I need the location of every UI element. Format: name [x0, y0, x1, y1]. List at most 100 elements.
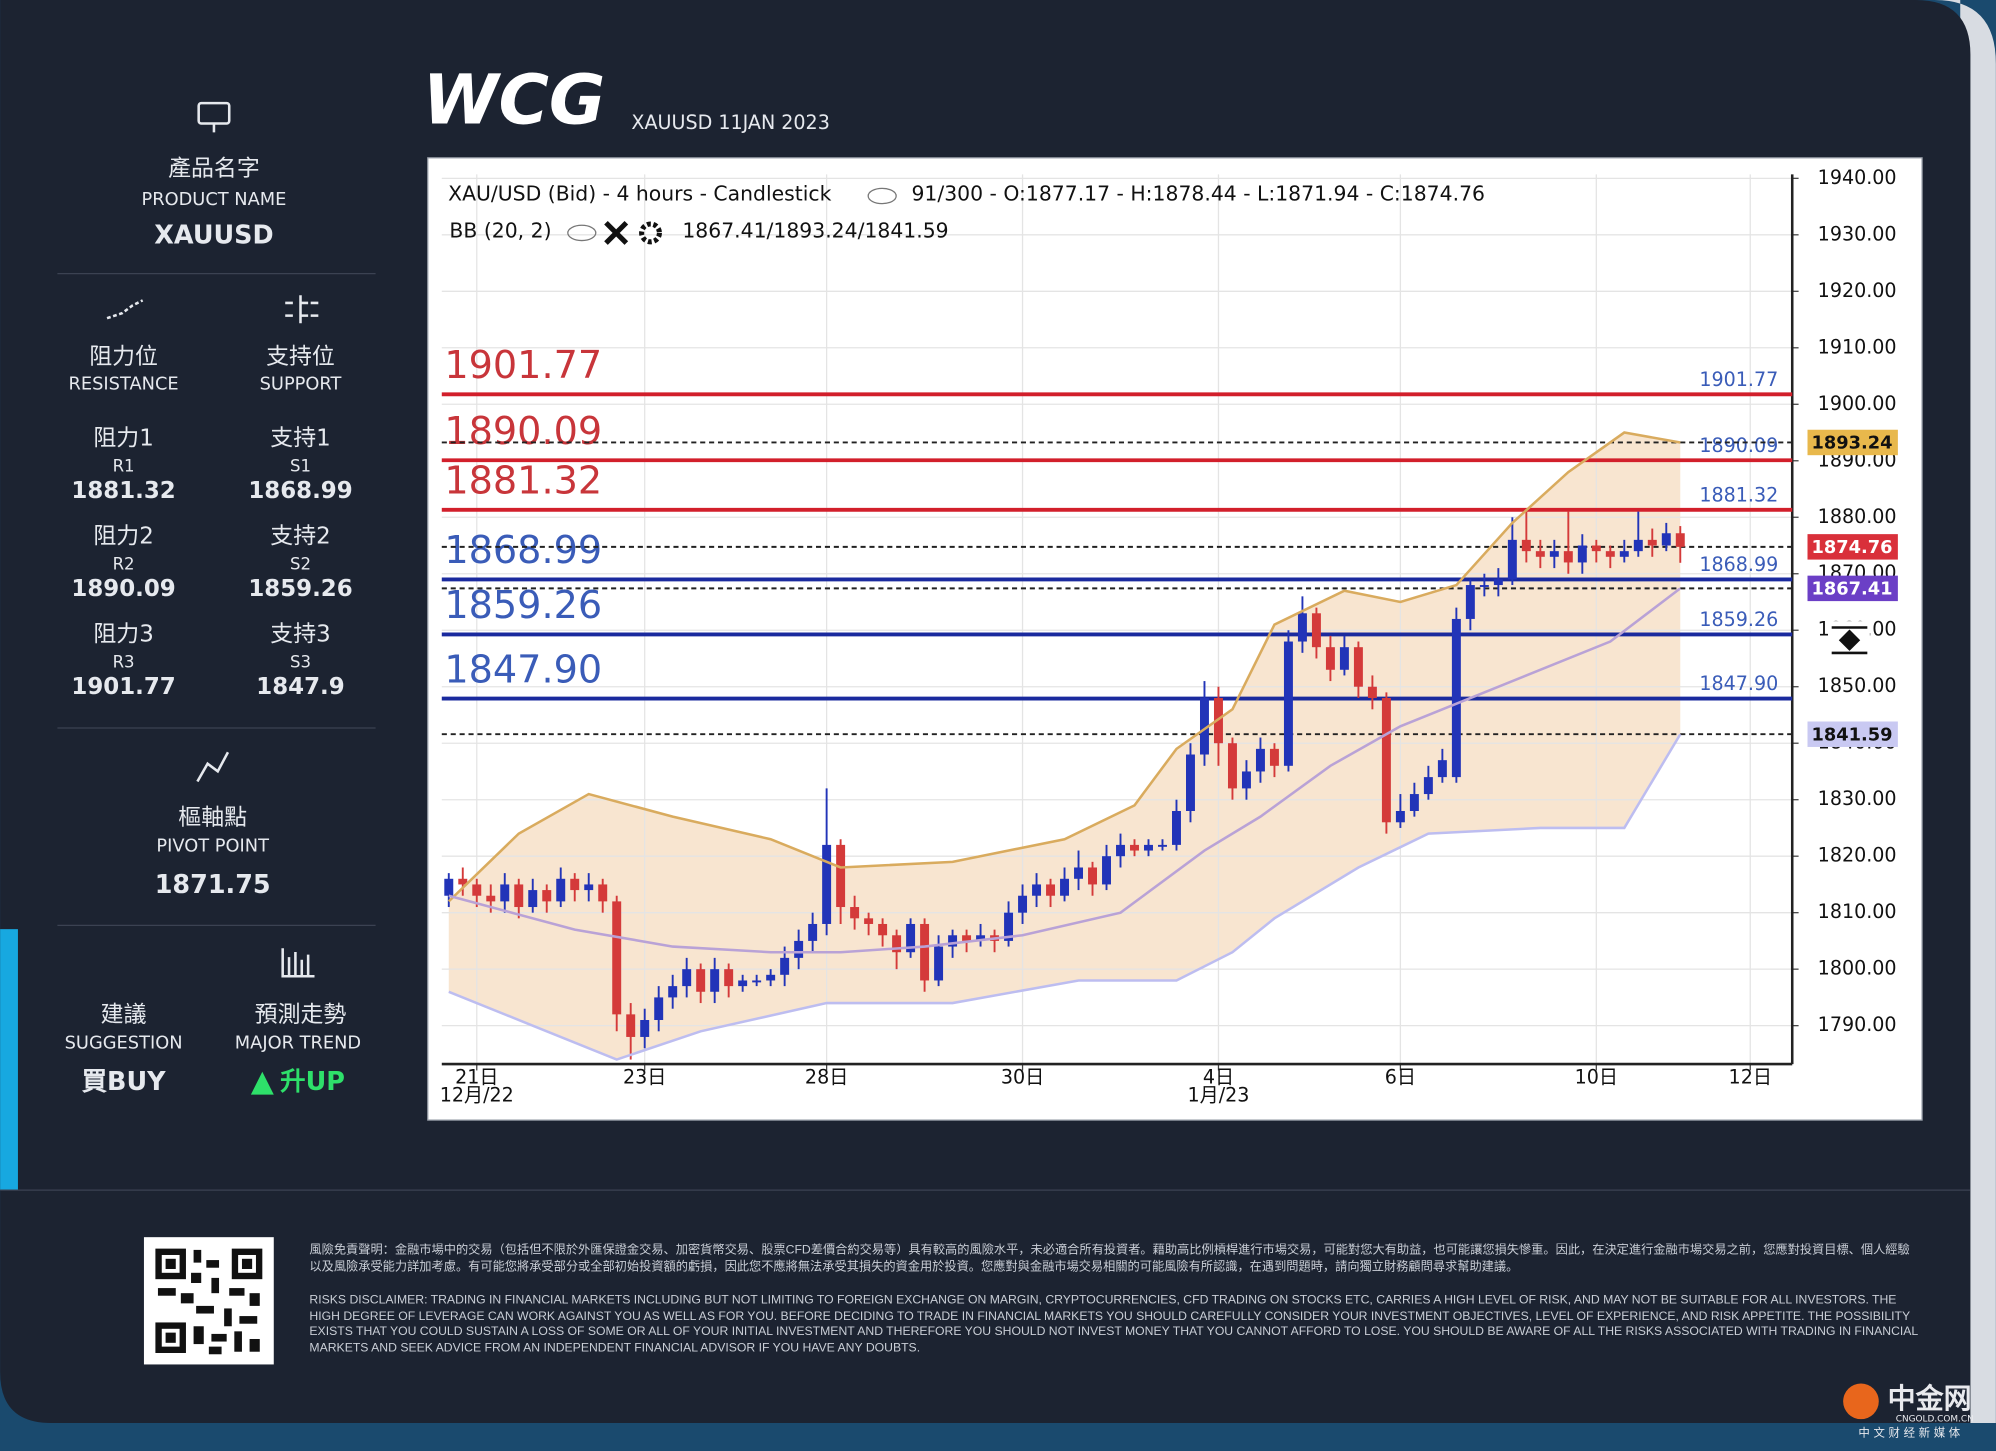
candle-body [1493, 579, 1503, 586]
candle-body [1465, 585, 1475, 619]
candle-body [458, 878, 468, 885]
candle-body [906, 923, 916, 953]
candle-body [1004, 912, 1014, 941]
label: MAJOR TREND [235, 1033, 361, 1054]
candle-body [766, 974, 776, 981]
band-line [447, 431, 1681, 903]
x-tick-label: 6日 [1385, 1066, 1416, 1089]
up-arrow [250, 1071, 274, 1095]
level-code: S2 [290, 555, 311, 574]
candle-body [724, 969, 734, 987]
candle-body [934, 946, 944, 981]
candle-body [1144, 844, 1153, 851]
level-label-small: 1868.99 [1699, 553, 1778, 576]
candle-body [1577, 545, 1587, 563]
candle-body [1521, 539, 1531, 552]
chart-info: BB (20, 2) [449, 219, 551, 243]
candle-body [1088, 867, 1097, 885]
y-tick-label: 1810.00 [1818, 900, 1897, 923]
candle-body [1241, 771, 1251, 789]
accent-strip [0, 929, 18, 1191]
price-badge-label: 1893.24 [1812, 433, 1893, 454]
label: 預測走勢 [255, 1002, 347, 1028]
level-label: 阻力2 [93, 524, 153, 550]
candle-body [1199, 698, 1209, 755]
candle-body [1325, 647, 1335, 670]
axis-icon [1831, 626, 1868, 655]
level-label-small: 1901.77 [1699, 368, 1778, 391]
x-tick-label: 12日 [1729, 1066, 1772, 1089]
x-tick-label: 21日 [455, 1066, 498, 1089]
candle-body [1283, 641, 1293, 766]
level-label: 1847.90 [444, 648, 602, 692]
label: 樞軸點 [178, 805, 247, 831]
level-label: 支持3 [270, 622, 330, 648]
candle-body [500, 884, 510, 902]
label: 支持位 [266, 344, 335, 370]
candle-body [444, 878, 454, 896]
candle-body [1297, 613, 1307, 642]
candle-body [556, 878, 566, 902]
label: RESISTANCE [69, 373, 179, 394]
price-badge [1807, 429, 1898, 456]
candle-body [1185, 754, 1195, 811]
candle-body [1423, 777, 1433, 795]
candle-body [752, 980, 762, 983]
candle-body [1172, 810, 1181, 845]
candle-body [780, 957, 790, 975]
label: PRODUCT NAME [142, 189, 287, 210]
candle-body [1409, 794, 1419, 811]
candle-body [528, 890, 538, 908]
candle-body [976, 935, 986, 941]
candle-body [1605, 551, 1615, 557]
candle-body [836, 844, 846, 908]
candle-body [1479, 585, 1489, 587]
candle-body [1507, 539, 1517, 580]
level-label-small: 1890.09 [1699, 434, 1778, 457]
chart: 1790.001800.001810.001820.001830.001840.… [440, 166, 1898, 1106]
qr-code [155, 1248, 263, 1355]
candle-body [710, 969, 720, 992]
x-tick-sublabel: 1月/23 [1188, 1083, 1250, 1106]
support-icon [285, 295, 319, 324]
candle-body [1158, 844, 1167, 847]
level-code: R1 [113, 457, 135, 476]
logo: WCG [423, 60, 606, 140]
x-tick-label: 23日 [623, 1066, 666, 1089]
level-label: 1868.99 [444, 529, 602, 573]
candle-body [1633, 539, 1643, 552]
level-label: 支持2 [270, 524, 330, 550]
y-tick-label: 1910.00 [1818, 335, 1897, 358]
level-code: S3 [290, 653, 311, 672]
label: PIVOT POINT [156, 835, 269, 856]
y-tick-label: 1930.00 [1818, 222, 1897, 245]
level-label: 支持1 [270, 426, 330, 452]
candle-body [654, 997, 664, 1021]
y-tick-label: 1900.00 [1818, 392, 1897, 415]
level-list: 阻力1 R1 1881.32 阻力2 R2 1890.09 阻力3 R3 1901.77 支持1 S… [71, 426, 352, 700]
candle-body [962, 935, 972, 941]
subtitle: XAUUSD 11JAN 2023 [631, 111, 829, 134]
band-line [448, 733, 1682, 1061]
candle-body [878, 923, 888, 936]
watermark-url: CNGOLD.COM.CN [1896, 1415, 1974, 1425]
level-value: 1881.32 [71, 478, 175, 504]
candle-body [738, 980, 748, 987]
candle-body [1367, 686, 1377, 699]
x-tick-label: 30日 [1001, 1066, 1044, 1089]
label: 阻力位 [89, 344, 158, 370]
candle-body [948, 935, 958, 947]
value: 升UP [280, 1067, 345, 1097]
price-badge [1807, 721, 1898, 747]
price-badge [1807, 534, 1898, 560]
watermark-logo [1843, 1383, 1879, 1420]
candle-body [1227, 743, 1237, 789]
candle-body [1074, 867, 1084, 879]
candle-body [1353, 647, 1363, 687]
candle-body [682, 969, 692, 987]
label: 建議 [101, 1002, 147, 1028]
candle-body [514, 884, 524, 908]
level-code: R2 [113, 555, 135, 574]
pivot-icon [196, 751, 230, 783]
